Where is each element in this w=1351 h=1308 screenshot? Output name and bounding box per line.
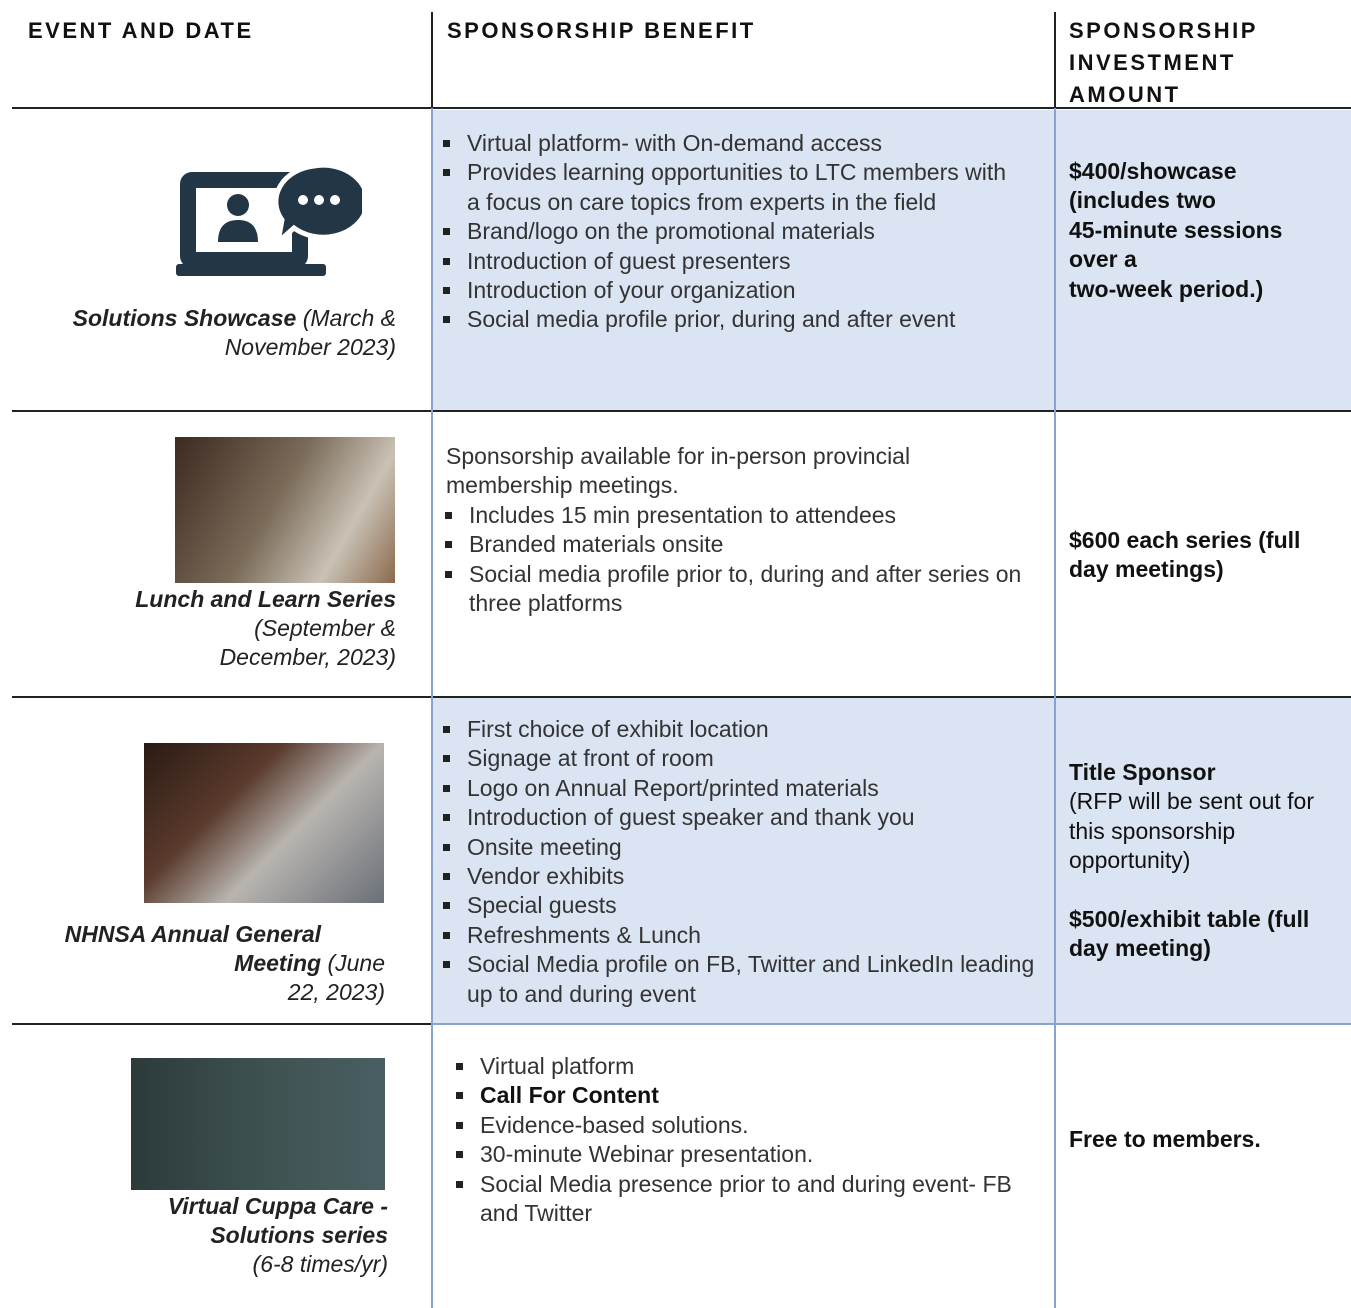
photo xyxy=(144,743,384,903)
benefit: Virtual platform xyxy=(446,1052,1026,1081)
event-date: (March & November 2023) xyxy=(224,305,396,360)
investment: Title Sponsor (RFP will be sent out for … xyxy=(1069,758,1329,963)
benefit: Social media profile prior, during and a… xyxy=(433,305,1013,334)
investment: Free to members. xyxy=(1069,1125,1339,1154)
event-date: (September & December, 2023) xyxy=(219,615,396,670)
investment-line: two-week period.) xyxy=(1069,275,1264,302)
event-name: Lunch and Learn Series xyxy=(135,586,396,612)
benefit: Social media profile prior to, during an… xyxy=(435,560,1025,619)
investment: $600 each series (full day meetings) xyxy=(1069,526,1344,585)
rule xyxy=(433,1023,1351,1025)
benefit: Social Media presence prior to and durin… xyxy=(446,1170,1026,1229)
investment-line: over a xyxy=(1069,246,1137,273)
benefit: Provides learning opportunities to LTC m… xyxy=(433,158,1013,217)
event-date: (6-8 times/yr) xyxy=(252,1251,388,1277)
rule xyxy=(12,696,1351,698)
event: Lunch and Learn Series (September & Decem… xyxy=(16,585,396,672)
benefit: Includes 15 min presentation to attendee… xyxy=(435,501,1025,530)
investment-line: 45-minute sessions xyxy=(1069,216,1283,243)
benefit: Vendor exhibits xyxy=(433,862,1043,891)
benefit: Introduction of your organization xyxy=(433,276,1013,305)
benefit-intro: Sponsorship available for in-person prov… xyxy=(446,443,911,499)
investment-line: Free to members. xyxy=(1069,1126,1261,1152)
benefit: Logo on Annual Report/printed materials xyxy=(433,774,1043,803)
benefit-list: First choice of exhibit location Signage… xyxy=(433,715,1043,1009)
rule xyxy=(1054,108,1056,1308)
benefit: Virtual platform- with On-demand access xyxy=(433,129,1013,158)
benefit: Brand/logo on the promotional materials xyxy=(433,217,1013,246)
header-investment: SPONSORSHIP INVESTMENT AMOUNT xyxy=(1069,18,1258,107)
investment-line: (includes two xyxy=(1069,187,1216,214)
benefit: Evidence-based solutions. xyxy=(446,1111,1026,1140)
rule xyxy=(431,12,433,108)
investment-line: Title Sponsor xyxy=(1069,759,1216,785)
photo xyxy=(175,437,395,583)
header-benefit: SPONSORSHIP BENEFIT xyxy=(447,18,756,43)
event-name: Virtual Cuppa Care - Solutions series xyxy=(167,1193,388,1248)
row-shade xyxy=(433,698,1351,1023)
benefit: Branded materials onsite xyxy=(435,530,1025,559)
benefit: 30-minute Webinar presentation. xyxy=(446,1140,1026,1169)
event-date: (June 22, 2023) xyxy=(287,950,385,1005)
benefit: Introduction of guest speaker and thank … xyxy=(433,803,1043,832)
rule xyxy=(12,410,1351,412)
rule xyxy=(12,1023,433,1025)
investment-line: $400/showcase xyxy=(1069,158,1237,184)
benefit-list: Virtual platform- with On-demand access … xyxy=(433,129,1013,335)
laptop-icon xyxy=(176,162,362,276)
event-name: Solutions Showcase xyxy=(72,305,297,331)
rule xyxy=(431,108,433,1308)
event-name: NHNSA Annual General Meeting xyxy=(64,921,322,976)
benefit: Refreshments & Lunch xyxy=(433,921,1043,950)
photo xyxy=(131,1058,385,1190)
rule xyxy=(1054,12,1056,108)
benefit: Onsite meeting xyxy=(433,833,1043,862)
benefit: Call For Content xyxy=(446,1081,1026,1110)
event: Virtual Cuppa Care - Solutions series (6-… xyxy=(8,1192,388,1279)
benefit: Social Media profile on FB, Twitter and … xyxy=(433,950,1043,1009)
benefit-list: Includes 15 min presentation to attendee… xyxy=(435,501,1025,619)
event: NHNSA Annual General Meeting (June 22, 2… xyxy=(5,920,385,1007)
event: Solutions Showcase (March & November 202… xyxy=(16,304,396,362)
header-event: EVENT AND DATE xyxy=(28,18,254,43)
benefit: Signage at front of room xyxy=(433,744,1043,773)
row-shade xyxy=(433,110,1351,410)
investment-line: (RFP will be sent out for this sponsorsh… xyxy=(1069,788,1315,874)
benefit: Special guests xyxy=(433,891,1043,920)
benefit: First choice of exhibit location xyxy=(433,715,1043,744)
investment-line: $600 each series (full day meetings) xyxy=(1069,527,1301,583)
benefit: Introduction of guest presenters xyxy=(433,247,1013,276)
rule xyxy=(12,107,1351,109)
investment-line: $500/exhibit table (full day meeting) xyxy=(1069,905,1310,962)
benefit-list: Virtual platform Call For Content Eviden… xyxy=(446,1052,1026,1228)
investment: $400/showcase (includes two 45-minute se… xyxy=(1069,157,1339,304)
